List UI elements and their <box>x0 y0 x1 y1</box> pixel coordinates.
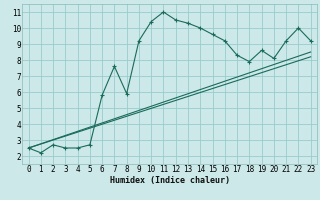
X-axis label: Humidex (Indice chaleur): Humidex (Indice chaleur) <box>110 176 230 185</box>
